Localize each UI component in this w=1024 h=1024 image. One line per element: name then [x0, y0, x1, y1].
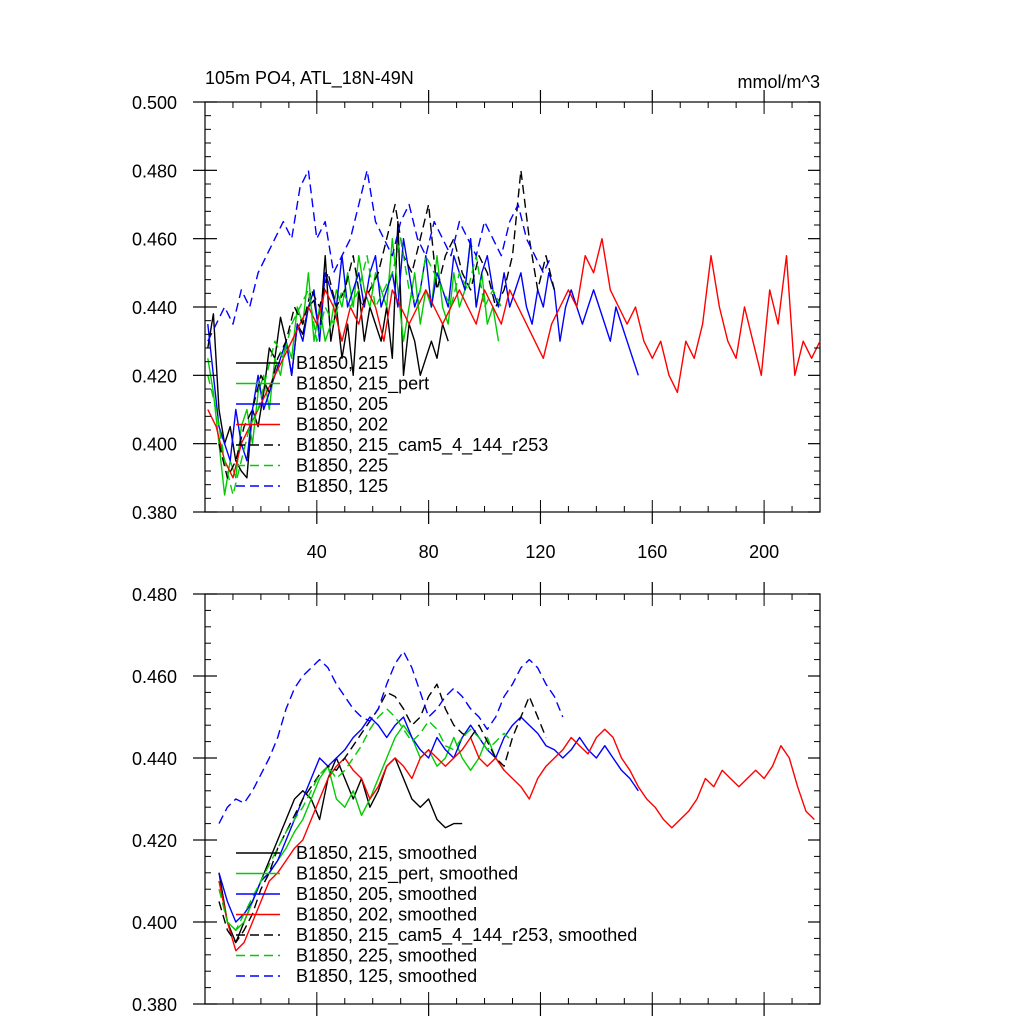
legend-label: B1850, 205, smoothed — [296, 884, 477, 904]
legend-label: B1850, 215_cam5_4_144_r253 — [296, 435, 548, 456]
x-tick-label: 200 — [749, 542, 779, 562]
y-tick-label: 0.420 — [132, 366, 177, 386]
y-tick-label: 0.400 — [132, 435, 177, 455]
y-tick-label: 0.380 — [132, 503, 177, 523]
series-line — [207, 237, 500, 496]
y-tick-label: 0.480 — [132, 585, 177, 605]
legend-label: B1850, 202 — [296, 415, 388, 435]
y-tick-label: 0.480 — [132, 161, 177, 181]
bottom-chart: 0.380 0.400 0.420 0.440 0.460 0.480 B1850, 21… — [132, 582, 821, 1016]
series-line — [218, 683, 547, 944]
top-chart-units: mmol/m^3 — [738, 72, 820, 92]
y-tick-label: 0.420 — [132, 831, 177, 851]
y-tick-label: 0.460 — [132, 230, 177, 250]
legend-label: B1850, 215, smoothed — [296, 843, 477, 863]
top-chart: 105m PO4, ATL_18N-49N mmol/m^3 0.380 0.40… — [132, 68, 821, 562]
legend-label: B1850, 215_pert — [296, 374, 429, 395]
y-tick-label: 0.380 — [132, 995, 177, 1015]
series-line — [218, 728, 815, 952]
y-tick-label: 0.500 — [132, 93, 177, 113]
x-tick-label: 120 — [525, 542, 555, 562]
top-chart-axes: 0.380 0.400 0.420 0.440 0.460 0.480 0.500 40 80 1… — [132, 90, 820, 562]
legend-label: B1850, 215_pert, smoothed — [296, 864, 518, 885]
y-tick-label: 0.460 — [132, 667, 177, 687]
top-chart-series — [207, 169, 821, 496]
legend-label: B1850, 125, smoothed — [296, 966, 477, 986]
top-chart-title: 105m PO4, ATL_18N-49N — [205, 68, 414, 89]
x-tick-label: 40 — [307, 542, 327, 562]
legend-label: B1850, 205 — [296, 394, 388, 414]
series-line — [218, 650, 564, 824]
legend-label: B1850, 202, smoothed — [296, 905, 477, 925]
y-tick-label: 0.440 — [132, 298, 177, 318]
bottom-chart-axes: 0.380 0.400 0.420 0.440 0.460 0.480 — [132, 582, 820, 1016]
x-tick-label: 160 — [637, 542, 667, 562]
y-tick-label: 0.440 — [132, 749, 177, 769]
series-line — [207, 220, 449, 479]
series-line — [207, 169, 553, 342]
legend-label: B1850, 215 — [296, 353, 388, 373]
bottom-chart-series — [218, 650, 815, 952]
series-line — [207, 237, 502, 496]
series-line — [218, 708, 513, 931]
legend-label: B1850, 225 — [296, 456, 388, 476]
legend-label: B1850, 215_cam5_4_144_r253, smoothed — [296, 925, 637, 946]
series-line — [218, 716, 639, 923]
y-tick-label: 0.400 — [132, 913, 177, 933]
x-tick-label: 80 — [419, 542, 439, 562]
legend-label: B1850, 125 — [296, 476, 388, 496]
legend-label: B1850, 225, smoothed — [296, 946, 477, 966]
series-line — [207, 237, 821, 479]
